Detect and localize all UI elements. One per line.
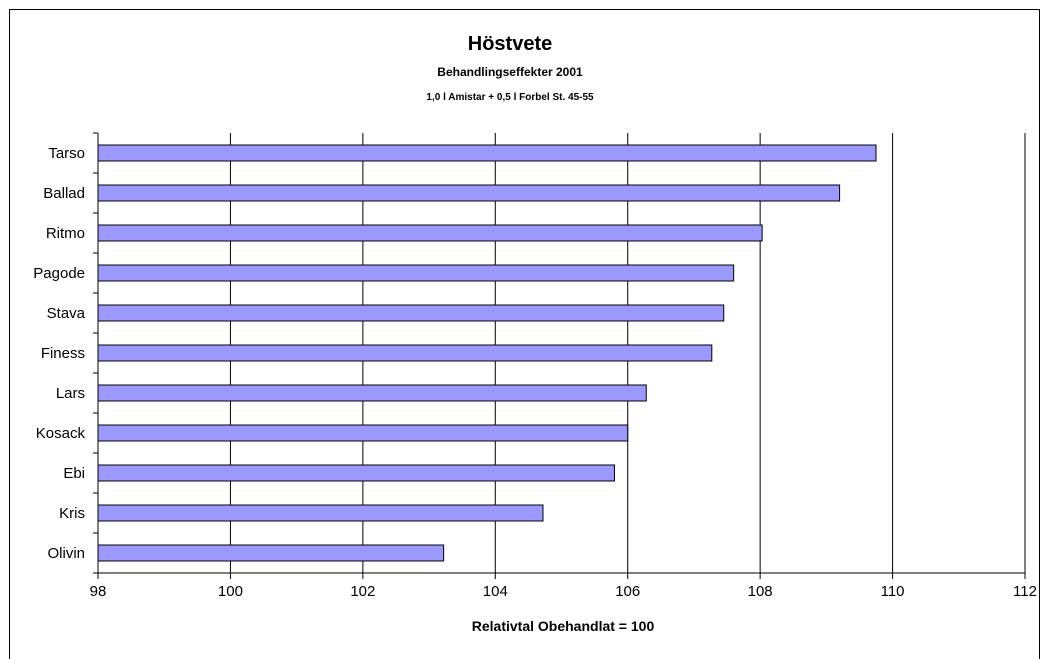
x-tick-label: 104 [483,583,508,600]
x-tick-label: 110 [881,583,905,600]
bar-ebi [97,464,615,482]
bars [97,144,877,562]
axes [93,132,1026,579]
x-tick-label: 112 [1013,583,1037,600]
chart-frame: Höstvete Behandlingseffekter 2001 1,0 l … [9,9,1040,659]
x-tick-label: 100 [218,583,243,600]
category-label: Finess [41,345,85,362]
bar-ritmo [97,224,763,242]
x-tick-label: 98 [90,583,107,600]
bar-pagode [97,264,735,282]
x-axis-label: Relativtal Obehandlat = 100 [472,618,655,634]
bar-olivin [97,544,445,562]
chart-subtitle: Behandlingseffekter 2001 [437,65,583,79]
category-label: Ebi [63,465,85,482]
bar-stava [97,304,725,322]
category-label: Ritmo [46,225,85,242]
bar-ballad [97,184,841,202]
bar-chart: Höstvete Behandlingseffekter 2001 1,0 l … [33,33,1037,634]
category-label: Tarso [48,145,85,162]
x-tick-label: 108 [748,583,773,600]
bar-lars [97,384,647,402]
x-tick-labels: 98 100 102 104 106 108 110 112 [90,583,1037,600]
category-label: Olivin [47,545,85,562]
category-label: Stava [47,305,86,322]
category-label: Ballad [43,185,85,202]
chart-subtitle-treatment: 1,0 l Amistar + 0,5 l Forbel St. 45-55 [426,92,594,103]
bar-finess [97,344,713,362]
bar-tarso [97,144,877,162]
x-tick-label: 106 [615,583,640,600]
bar-kris [97,504,544,522]
x-tick-label: 102 [350,583,375,600]
bar-kosack [97,424,629,442]
category-label: Pagode [33,265,85,282]
category-labels: Tarso Ballad Ritmo Pagode Stava Finess Lars Kos… [33,145,85,562]
chart-title: Höstvete [468,33,552,55]
category-label: Kris [59,505,85,522]
category-label: Kosack [36,425,86,442]
category-label: Lars [56,385,85,402]
